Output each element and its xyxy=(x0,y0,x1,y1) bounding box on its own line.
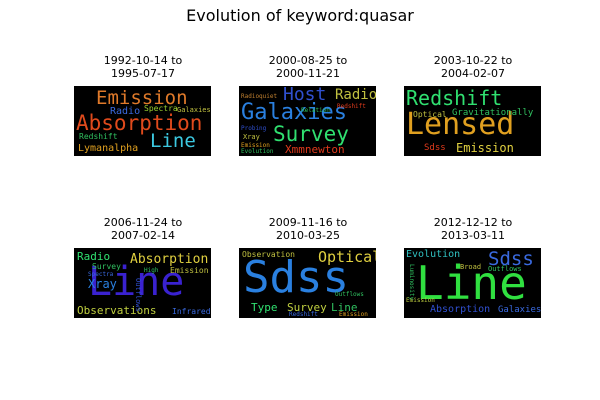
panel-date-range: 2009-11-16 to 2010-03-25 xyxy=(268,216,348,242)
cloud-word: Line xyxy=(150,130,196,152)
wordcloud-panel-4: 2006-11-24 to 2007-02-14 Line Radio Abso… xyxy=(74,216,212,318)
wordcloud-image: Line Sdss Evolution Broad Outflows Absor… xyxy=(404,248,541,318)
cloud-word: Radio xyxy=(110,106,141,117)
cloud-word: Outflows xyxy=(134,278,142,312)
wordcloud-panel-2: 2000-08-25 to 2000-11-21 Host Radio Gala… xyxy=(239,54,377,156)
cloud-word: Emission xyxy=(241,142,270,149)
wordcloud-image: Host Radio Galaxies Survey Xmmnewton Rel… xyxy=(239,86,376,156)
cloud-word: Observations xyxy=(77,304,157,317)
wordcloud-panel-6: 2012-12-12 to 2013-03-11 Line Sdss Evolu… xyxy=(404,216,542,318)
cloud-word: Galaxies xyxy=(498,305,541,315)
cloud-word: Emission xyxy=(456,141,514,155)
cloud-word: Emission xyxy=(406,297,435,304)
cloud-word: Galaxies xyxy=(241,100,347,125)
cloud-word: Lensed xyxy=(406,107,515,142)
panel-date-range: 2003-10-22 to 2004-02-07 xyxy=(433,54,513,80)
cloud-word: Outflows xyxy=(335,291,364,298)
cloud-word: Observation xyxy=(242,250,295,259)
cloud-word: Probing xyxy=(241,125,267,132)
cloud-word: Survey xyxy=(287,301,327,314)
wordcloud-panel-1: 1992-10-14 to 1995-07-17 Emission Absorp… xyxy=(74,54,212,156)
cloud-word: Redshift xyxy=(406,86,503,110)
cloud-word: Evolution xyxy=(406,249,461,260)
cloud-word: Type xyxy=(251,301,278,314)
cloud-word: Evolution xyxy=(241,148,274,155)
cloud-word: Optical xyxy=(413,110,447,119)
cloud-word: Xmmnewton xyxy=(285,143,345,156)
cloud-word: Line xyxy=(331,301,358,314)
cloud-word: Host xyxy=(283,86,327,105)
cloud-word: Luminosity xyxy=(408,264,415,301)
cloud-word: Line xyxy=(88,259,185,305)
cloud-word: Outflows xyxy=(488,265,522,273)
cloud-word: Survey xyxy=(92,262,121,271)
panel-date-range: 2000-08-25 to 2000-11-21 xyxy=(268,54,348,80)
cloud-word: Lymanalpha xyxy=(78,143,139,154)
cloud-word: Broad xyxy=(460,263,482,271)
cloud-word: Radioquiet xyxy=(241,93,278,100)
cloud-word: Spectra xyxy=(144,104,178,113)
wordcloud-image: Emission Absorption Line Radio Spectra G… xyxy=(74,86,211,156)
cloud-word: Redshift xyxy=(289,311,318,318)
cloud-word: Emission xyxy=(339,311,368,318)
cloud-word: Xray xyxy=(88,277,117,291)
cloud-word: Optical xyxy=(318,248,376,266)
cloud-word: Absorption xyxy=(76,111,203,135)
cloud-word: Radio xyxy=(335,87,376,103)
cloud-word: Gravitationally xyxy=(452,108,534,118)
cloud-word: High xyxy=(144,267,159,274)
cloud-word: Absorption xyxy=(130,252,209,267)
cloud-word: Infrared xyxy=(172,307,211,316)
panel-date-range: 2012-12-12 to 2013-03-11 xyxy=(433,216,513,242)
wordcloud-panel-3: 2003-10-22 to 2004-02-07 Redshift Lensed… xyxy=(404,54,542,156)
wordcloud-image: Redshift Lensed Gravitationally Optical … xyxy=(404,86,541,156)
cloud-word: Emission xyxy=(96,87,188,109)
cloud-word: Sdss xyxy=(424,143,446,153)
figure-title: Evolution of keyword:quasar xyxy=(186,6,414,25)
cloud-word: Absorption xyxy=(430,304,491,315)
cloud-word: Line xyxy=(416,256,527,310)
wordcloud-image: Sdss Optical Observation Type Survey Lin… xyxy=(239,248,376,318)
cloud-word: Xray xyxy=(243,133,260,141)
cloud-word: Galaxies xyxy=(177,106,211,114)
cloud-word: Spectra xyxy=(88,271,114,278)
panel-date-range: 2006-11-24 to 2007-02-14 xyxy=(103,216,183,242)
cloud-word: Redshift xyxy=(337,103,366,110)
cloud-word: Emission xyxy=(170,266,209,275)
cloud-word: Sdss xyxy=(488,248,534,270)
wordcloud-image: Line Radio Absorption Survey Xray Emissi… xyxy=(74,248,211,318)
wordcloud-panel-5: 2009-11-16 to 2010-03-25 Sdss Optical Ob… xyxy=(239,216,377,318)
cloud-word: Radio xyxy=(77,250,111,263)
cloud-word: Relation xyxy=(301,107,330,114)
panel-date-range: 1992-10-14 to 1995-07-17 xyxy=(103,54,183,80)
cloud-word: Redshift xyxy=(79,132,118,141)
cloud-word: Sdss xyxy=(243,252,349,303)
cloud-word: Survey xyxy=(273,122,349,146)
